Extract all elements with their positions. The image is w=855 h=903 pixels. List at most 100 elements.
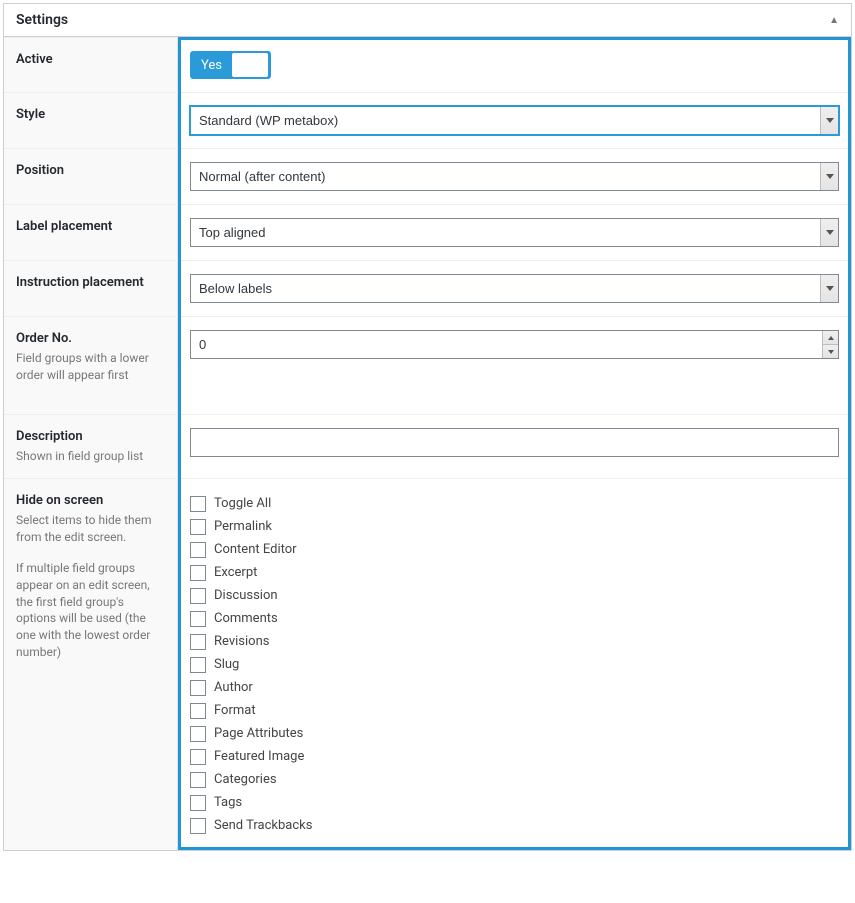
hide-checkbox[interactable] — [190, 657, 206, 673]
order-no-input[interactable] — [190, 330, 839, 359]
hide-checkbox[interactable] — [190, 611, 206, 627]
spinner-up-icon[interactable] — [823, 331, 838, 345]
label-placement-select-wrap: Top aligned — [190, 218, 839, 247]
checkbox-label[interactable]: Revisions — [214, 634, 269, 649]
checkbox-item: Tags — [190, 791, 839, 814]
label-col: Instruction placement — [4, 261, 178, 316]
hide-checkbox[interactable] — [190, 634, 206, 650]
input-col: Yes — [178, 38, 851, 92]
instruction-placement-select-wrap: Below labels — [190, 274, 839, 303]
label-col: Order No. Field groups with a lower orde… — [4, 317, 178, 414]
hide-checkbox[interactable] — [190, 680, 206, 696]
checkbox-item: Categories — [190, 768, 839, 791]
hide-checkbox[interactable] — [190, 795, 206, 811]
checkbox-item: Send Trackbacks — [190, 814, 839, 837]
checkbox-label[interactable]: Slug — [214, 657, 239, 672]
panel-header[interactable]: Settings ▲ — [4, 4, 851, 37]
checkbox-item: Discussion — [190, 584, 839, 607]
hide-checkbox[interactable] — [190, 588, 206, 604]
checkbox-label[interactable]: Tags — [214, 795, 242, 810]
instruction-placement-label: Instruction placement — [16, 275, 165, 290]
checkbox-item: Excerpt — [190, 561, 839, 584]
field-row-position: Position Normal (after content) — [4, 148, 851, 204]
order-no-description: Field groups with a lower order will app… — [16, 350, 165, 384]
settings-panel: Settings ▲ Active Yes Style — [3, 3, 852, 851]
hide-checkbox[interactable] — [190, 565, 206, 581]
checkbox-label[interactable]: Comments — [214, 611, 278, 626]
active-toggle[interactable]: Yes — [190, 51, 271, 79]
panel-body: Active Yes Style Standard (WP metabox) — [4, 37, 851, 850]
input-col: Toggle All Permalink Content Editor Excerpt… — [178, 479, 851, 850]
checkbox-label[interactable]: Format — [214, 703, 256, 718]
panel-title: Settings — [16, 12, 68, 28]
checkbox-label[interactable]: Discussion — [214, 588, 278, 603]
checkbox-label[interactable]: Author — [214, 680, 253, 695]
field-row-active: Active Yes — [4, 37, 851, 92]
field-row-description: Description Shown in field group list — [4, 414, 851, 479]
checkbox-label[interactable]: Categories — [214, 772, 277, 787]
label-placement-label: Label placement — [16, 219, 165, 234]
checkbox-item: Toggle All — [190, 492, 839, 515]
field-row-label-placement: Label placement Top aligned — [4, 204, 851, 260]
toggle-text: Yes — [191, 58, 230, 73]
hide-checkbox[interactable] — [190, 818, 206, 834]
hide-on-screen-desc-1: Select items to hide them from the edit … — [16, 512, 165, 546]
checkbox-item: Slug — [190, 653, 839, 676]
checkbox-label[interactable]: Content Editor — [214, 542, 297, 557]
hide-on-screen-desc-2: If multiple field groups appear on an ed… — [16, 560, 165, 661]
checkbox-item: Permalink — [190, 515, 839, 538]
active-label: Active — [16, 52, 165, 67]
hide-checkbox[interactable] — [190, 703, 206, 719]
hide-checkbox[interactable] — [190, 542, 206, 558]
input-col: Top aligned — [178, 205, 851, 260]
style-select[interactable]: Standard (WP metabox) — [190, 106, 839, 135]
hide-on-screen-label: Hide on screen — [16, 493, 165, 508]
label-col: Description Shown in field group list — [4, 415, 178, 479]
hide-checkbox[interactable] — [190, 749, 206, 765]
collapse-toggle-icon[interactable]: ▲ — [829, 15, 839, 26]
field-row-hide-on-screen: Hide on screen Select items to hide them… — [4, 478, 851, 850]
hide-checkbox[interactable] — [190, 496, 206, 512]
label-col: Style — [4, 93, 178, 148]
checkbox-item: Revisions — [190, 630, 839, 653]
label-col: Hide on screen Select items to hide them… — [4, 479, 178, 850]
label-placement-select[interactable]: Top aligned — [190, 218, 839, 247]
checkbox-label[interactable]: Page Attributes — [214, 726, 303, 741]
order-no-label: Order No. — [16, 331, 165, 346]
position-label: Position — [16, 163, 165, 178]
checkbox-label[interactable]: Toggle All — [214, 496, 271, 511]
field-row-style: Style Standard (WP metabox) — [4, 92, 851, 148]
checkbox-label[interactable]: Send Trackbacks — [214, 818, 312, 833]
input-col — [178, 415, 851, 479]
spinner-down-icon[interactable] — [823, 345, 838, 358]
style-label: Style — [16, 107, 165, 122]
hide-checkbox[interactable] — [190, 519, 206, 535]
toggle-knob — [232, 53, 268, 77]
checkbox-item: Content Editor — [190, 538, 839, 561]
description-label: Description — [16, 429, 165, 444]
hide-checkbox[interactable] — [190, 726, 206, 742]
checkbox-item: Comments — [190, 607, 839, 630]
hide-on-screen-list: Toggle All Permalink Content Editor Excerpt… — [190, 492, 839, 837]
checkbox-label[interactable]: Excerpt — [214, 565, 257, 580]
label-col: Position — [4, 149, 178, 204]
instruction-placement-select[interactable]: Below labels — [190, 274, 839, 303]
style-select-wrap: Standard (WP metabox) — [190, 106, 839, 135]
description-sublabel: Shown in field group list — [16, 448, 165, 465]
hide-checkbox[interactable] — [190, 772, 206, 788]
position-select-wrap: Normal (after content) — [190, 162, 839, 191]
checkbox-label[interactable]: Permalink — [214, 519, 272, 534]
field-row-instruction-placement: Instruction placement Below labels — [4, 260, 851, 316]
input-col: Normal (after content) — [178, 149, 851, 204]
order-no-input-wrap — [190, 330, 839, 359]
input-col: Standard (WP metabox) — [178, 93, 851, 148]
number-spinner — [822, 331, 838, 358]
checkbox-item: Featured Image — [190, 745, 839, 768]
checkbox-item: Format — [190, 699, 839, 722]
checkbox-label[interactable]: Featured Image — [214, 749, 304, 764]
description-input[interactable] — [190, 428, 839, 457]
position-select[interactable]: Normal (after content) — [190, 162, 839, 191]
checkbox-item: Page Attributes — [190, 722, 839, 745]
label-col: Label placement — [4, 205, 178, 260]
label-col: Active — [4, 38, 178, 92]
